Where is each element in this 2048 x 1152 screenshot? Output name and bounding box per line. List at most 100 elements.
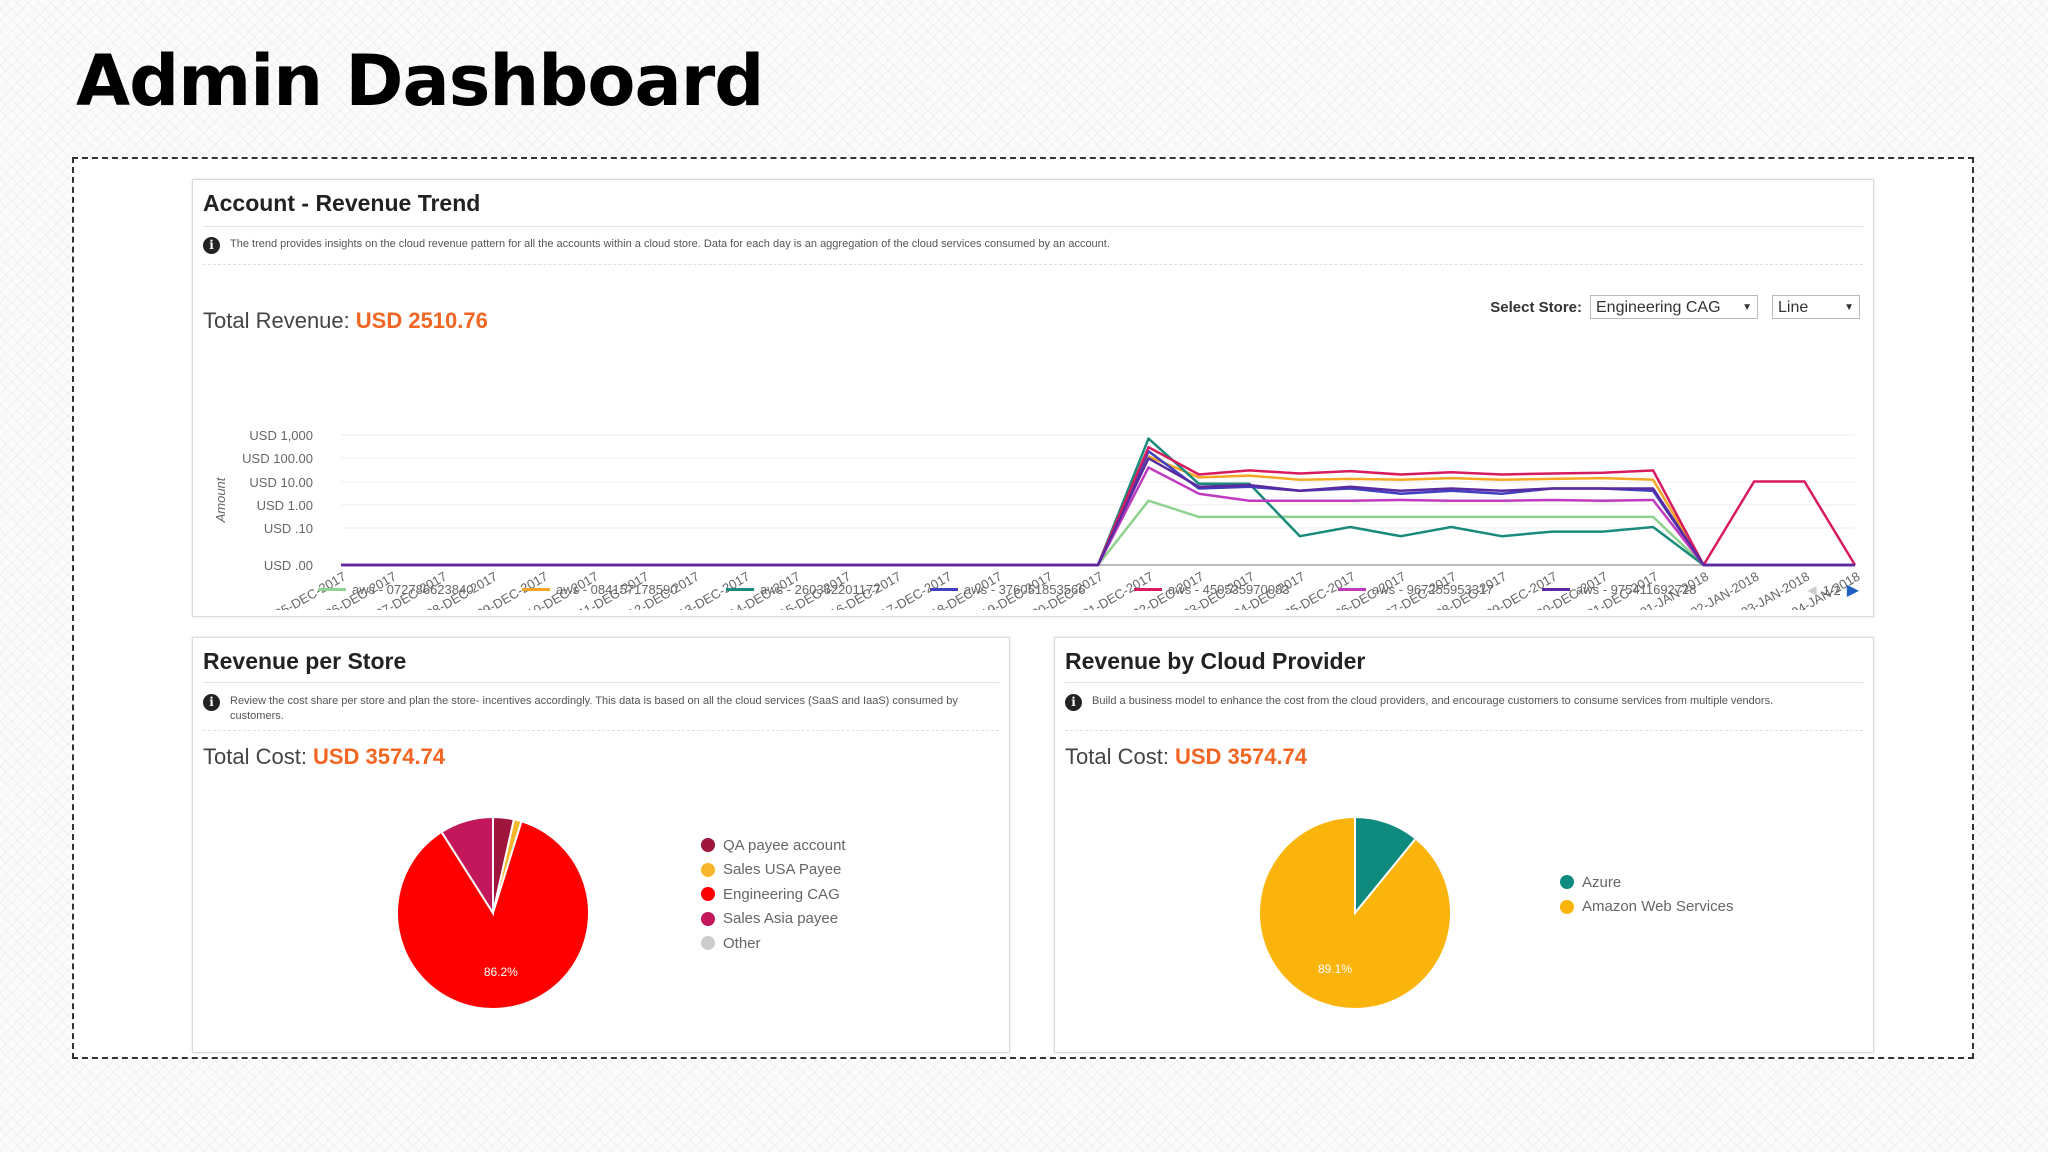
series-line (341, 499, 1855, 567)
legend-item[interactable]: aws - 975411692728 (1542, 582, 1746, 597)
legend-dot (701, 862, 715, 877)
legend-label: aws - 072786623840 (352, 582, 474, 597)
pie-legend-item[interactable]: Engineering CAG (701, 882, 846, 907)
pie-legend-item[interactable]: Amazon Web Services (1560, 895, 1733, 920)
legend-dot (701, 887, 715, 902)
revenue-per-store-pie: 86.2% (396, 815, 590, 1010)
legend-label: aws - 450535970083 (1168, 582, 1290, 597)
legend-label: aws - 975411692728 (1576, 582, 1697, 597)
series-line (341, 457, 1855, 567)
store-total-cost-value: USD 3574.74 (312, 744, 446, 769)
pie-legend-label: Other (723, 934, 761, 952)
legend-swatch (1542, 588, 1570, 591)
legend-label: aws - 260362201177 (760, 582, 881, 597)
pie-slice[interactable] (396, 820, 590, 1010)
provider-total-cost: Total Cost: USD 3574.74 (1065, 744, 1307, 770)
y-tick-label: USD .10 (264, 521, 313, 536)
series-line (341, 450, 1855, 567)
legend-pager-text: 1/2 (1822, 582, 1841, 598)
legend-label: aws - 084157178590 (556, 582, 678, 597)
store-dropdown[interactable]: Engineering CAG ▼ (1590, 295, 1758, 319)
y-tick-label: USD 1.00 (257, 498, 313, 513)
y-axis-label: Amount (213, 476, 228, 523)
revenue-trend-title: Account - Revenue Trend (203, 190, 481, 216)
caret-down-icon: ▼ (1844, 302, 1854, 313)
triangle-left-icon[interactable]: ◀ (1807, 583, 1817, 597)
store-selector: Select Store: Engineering CAG ▼ Line ▼ (1490, 295, 1860, 319)
legend-item[interactable]: aws - 260362201177 (726, 582, 930, 597)
revenue-by-provider-legend: Azure Amazon Web Services (1560, 870, 1733, 919)
pie-legend-label: Engineering CAG (723, 885, 840, 903)
pie-legend-item[interactable]: Other (701, 931, 846, 956)
legend-swatch (1338, 588, 1366, 591)
legend-item[interactable]: aws - 072786623840 (318, 582, 522, 597)
total-revenue-label: Total Revenue: (203, 308, 350, 333)
legend-item[interactable]: aws - 967255953317 (1338, 582, 1542, 597)
triangle-right-icon[interactable]: ▶ (1846, 582, 1859, 599)
pie-legend-label: Sales Asia payee (723, 910, 839, 928)
total-revenue-value: USD 2510.76 (355, 308, 488, 333)
revenue-trend-chart: Amount USD .00 USD .10 USD 1.00 USD 10.00 USD… (213, 428, 1863, 610)
pie-legend-label: Sales USA Payee (723, 861, 842, 879)
pie-data-label: 89.1% (1318, 962, 1352, 976)
revenue-trend-legend: aws - 072786623840 aws - 084157178590 aws … (318, 582, 1746, 597)
legend-dot (701, 911, 715, 926)
y-tick-label: USD 100.00 (242, 451, 313, 466)
legend-dot (701, 936, 715, 951)
store-total-cost-label: Total Cost: (203, 744, 307, 769)
legend-swatch (522, 588, 550, 591)
revenue-trend-info-text: The trend provides insights on the cloud… (230, 238, 1110, 250)
legend-dot (1560, 899, 1574, 914)
legend-swatch (318, 588, 346, 591)
y-tick-label: USD 1,000 (249, 428, 313, 443)
legend-swatch (930, 588, 958, 591)
legend-item[interactable]: aws - 376051853566 (930, 582, 1134, 597)
dashboard-frame: Account - Revenue Trend i The trend prov… (72, 157, 1974, 1059)
revenue-trend-panel: Account - Revenue Trend i The trend prov… (192, 179, 1874, 617)
pie-legend-item[interactable]: Azure (1560, 870, 1733, 895)
legend-pager: ◀ 1/2 ▶ (1807, 580, 1859, 600)
page-title: Admin Dashboard (76, 40, 764, 122)
pie-legend-item[interactable]: QA payee account (701, 833, 846, 858)
legend-label: aws - 376051853566 (964, 582, 1086, 597)
revenue-by-provider-info: i Build a business model to enhance the … (1065, 694, 1863, 711)
info-icon: i (203, 694, 220, 711)
pie-legend-label: Amazon Web Services (1582, 898, 1734, 916)
revenue-per-store-legend: QA payee account Sales USA Payee Engineeri… (701, 833, 846, 956)
pie-legend-item[interactable]: Sales USA Payee (701, 858, 846, 883)
pie-legend-item[interactable]: Sales Asia payee (701, 907, 846, 932)
y-tick-label: USD 10.00 (249, 475, 313, 490)
revenue-per-store-title: Revenue per Store (203, 648, 407, 674)
provider-total-cost-value: USD 3574.74 (1174, 744, 1308, 769)
legend-label: aws - 967255953317 (1372, 582, 1494, 597)
revenue-by-provider-panel: Revenue by Cloud Provider i Build a busi… (1054, 637, 1874, 1053)
revenue-per-store-info-text: Review the cost share per store and plan… (230, 695, 958, 722)
info-icon: i (203, 237, 220, 254)
pie-slice[interactable] (1354, 815, 1418, 916)
pie-legend-label: QA payee account (723, 836, 846, 854)
total-revenue: Total Revenue: USD 2510.76 (203, 308, 488, 334)
store-dropdown-value: Engineering CAG (1596, 299, 1721, 316)
caret-down-icon: ▼ (1742, 302, 1752, 313)
revenue-by-provider-info-text: Build a business model to enhance the co… (1092, 695, 1774, 707)
revenue-per-store-info: i Review the cost share per store and pl… (203, 694, 999, 724)
select-store-label: Select Store: (1490, 298, 1582, 316)
y-tick-label: USD .00 (264, 558, 313, 573)
pie-slice[interactable] (1258, 815, 1452, 1010)
legend-item[interactable]: aws - 084157178590 (522, 582, 726, 597)
legend-dot (1560, 875, 1574, 890)
legend-item[interactable]: aws - 450535970083 (1134, 582, 1338, 597)
legend-swatch (1134, 588, 1162, 591)
store-total-cost: Total Cost: USD 3574.74 (203, 744, 445, 770)
revenue-per-store-panel: Revenue per Store i Review the cost shar… (192, 637, 1010, 1053)
legend-swatch (726, 588, 754, 591)
legend-dot (701, 838, 715, 853)
revenue-trend-info: i The trend provides insights on the clo… (203, 237, 1863, 254)
chart-type-dropdown-value: Line (1778, 299, 1809, 316)
revenue-by-provider-pie: 89.1% (1258, 815, 1452, 1010)
pie-slice[interactable] (440, 815, 494, 917)
provider-total-cost-label: Total Cost: (1065, 744, 1169, 769)
pie-data-label: 86.2% (484, 965, 518, 979)
pie-legend-label: Azure (1582, 873, 1622, 891)
chart-type-dropdown[interactable]: Line ▼ (1772, 295, 1860, 319)
